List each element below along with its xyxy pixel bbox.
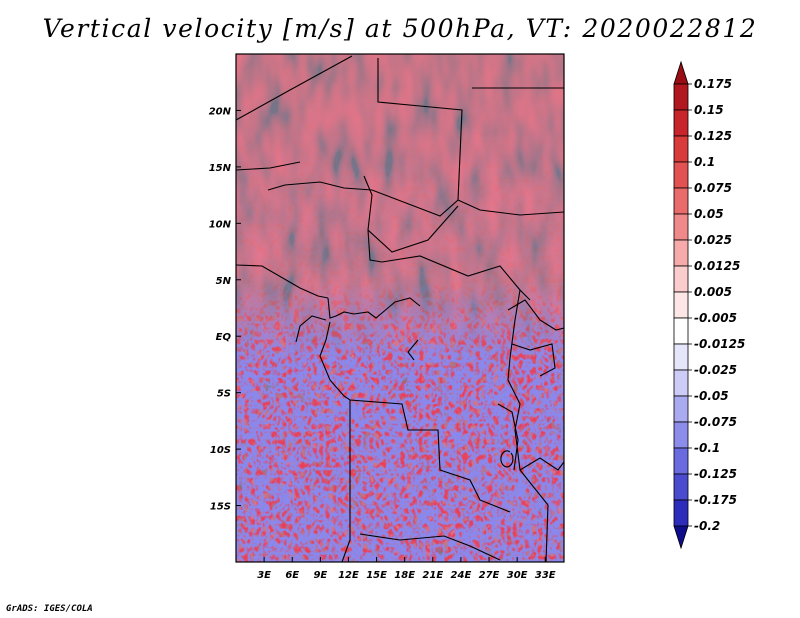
colorbar-swatch xyxy=(673,421,689,449)
colorbar-swatch xyxy=(673,161,689,189)
lat-tick-label: 5S xyxy=(217,389,231,400)
colorbar-swatch xyxy=(673,135,689,163)
colorbar-bottom-arrow xyxy=(673,525,689,550)
grads-credit: GrADS: IGES/COLA xyxy=(6,604,93,614)
colorbar-label: 0.005 xyxy=(694,285,732,299)
colorbar-swatch xyxy=(673,187,689,215)
lon-tick-label: 3E xyxy=(257,570,271,581)
lat-tick-label: 15N xyxy=(209,163,232,174)
lon-tick-label: 27E xyxy=(479,570,500,581)
colorbar-swatch xyxy=(673,317,689,345)
colorbar-swatch xyxy=(673,447,689,475)
lon-tick-label: 33E xyxy=(535,570,556,581)
colorbar-label: 0.075 xyxy=(694,181,732,195)
lon-tick-label: 6E xyxy=(285,570,299,581)
latitude-ticks: 20N 15N 10N 5N EQ 5S 10S 15S xyxy=(209,106,241,513)
colorbar-label: 0.05 xyxy=(694,207,724,221)
colorbar-swatch xyxy=(673,395,689,423)
colorbar-label: -0.005 xyxy=(694,311,737,325)
colorbar-swatch xyxy=(673,213,689,241)
colorbar-label: -0.175 xyxy=(694,493,737,507)
map-frame xyxy=(235,53,565,563)
lat-tick-label: 5N xyxy=(216,276,232,287)
country-borders xyxy=(236,55,564,562)
lat-tick-label: EQ xyxy=(216,332,232,343)
lon-tick-label: 12E xyxy=(338,570,359,581)
colorbar-label: -0.125 xyxy=(694,467,737,481)
lon-tick-label: 15E xyxy=(366,570,387,581)
colorbar-swatch xyxy=(673,83,689,111)
chart-title: Vertical velocity [m/s] at 500hPa, VT: 2… xyxy=(42,14,758,43)
colorbar-label: -0.075 xyxy=(694,415,737,429)
lat-tick-label: 20N xyxy=(209,106,232,117)
lat-tick-label: 15S xyxy=(210,502,231,513)
colorbar-swatch xyxy=(673,369,689,397)
colorbar-label: -0.2 xyxy=(694,519,720,533)
colorbar-label: 0.15 xyxy=(694,103,724,117)
colorbar-swatch xyxy=(673,291,689,319)
lat-tick-label: 10S xyxy=(210,445,231,456)
map-field xyxy=(236,54,564,562)
lat-tick-label: 10N xyxy=(209,219,232,230)
lon-tick-label: 21E xyxy=(422,570,443,581)
colorbar-label: -0.0125 xyxy=(694,337,745,351)
lon-tick-label: 24E xyxy=(451,570,472,581)
colorbar-label: 0.0125 xyxy=(694,259,740,273)
colorbar-label: -0.1 xyxy=(694,441,720,455)
colorbar-top-arrow xyxy=(673,60,689,85)
lon-tick-label: 9E xyxy=(313,570,327,581)
colorbar-label: 0.025 xyxy=(694,233,732,247)
colorbar-swatch xyxy=(673,109,689,137)
colorbar-label: -0.05 xyxy=(694,389,729,403)
colorbar-swatch xyxy=(673,473,689,501)
colorbar-label: 0.1 xyxy=(694,155,715,169)
colorbar-swatch xyxy=(673,499,689,527)
lon-tick-label: 30E xyxy=(507,570,528,581)
lon-tick-label: 18E xyxy=(394,570,415,581)
colorbar-label: 0.125 xyxy=(694,129,732,143)
colorbar-swatch xyxy=(673,265,689,293)
colorbar-swatch xyxy=(673,239,689,267)
colorbar-label: -0.025 xyxy=(694,363,737,377)
colorbar-swatch xyxy=(673,343,689,371)
colorbar-label: 0.175 xyxy=(694,77,732,91)
longitude-ticks: 3E 6E 9E 12E 15E 18E 21E 24E 27E 30E 33E xyxy=(257,557,556,581)
colorbar: 0.175 0.15 0.125 0.1 0.075 0.05 0.025 0.0125 0.0… xyxy=(673,60,745,550)
